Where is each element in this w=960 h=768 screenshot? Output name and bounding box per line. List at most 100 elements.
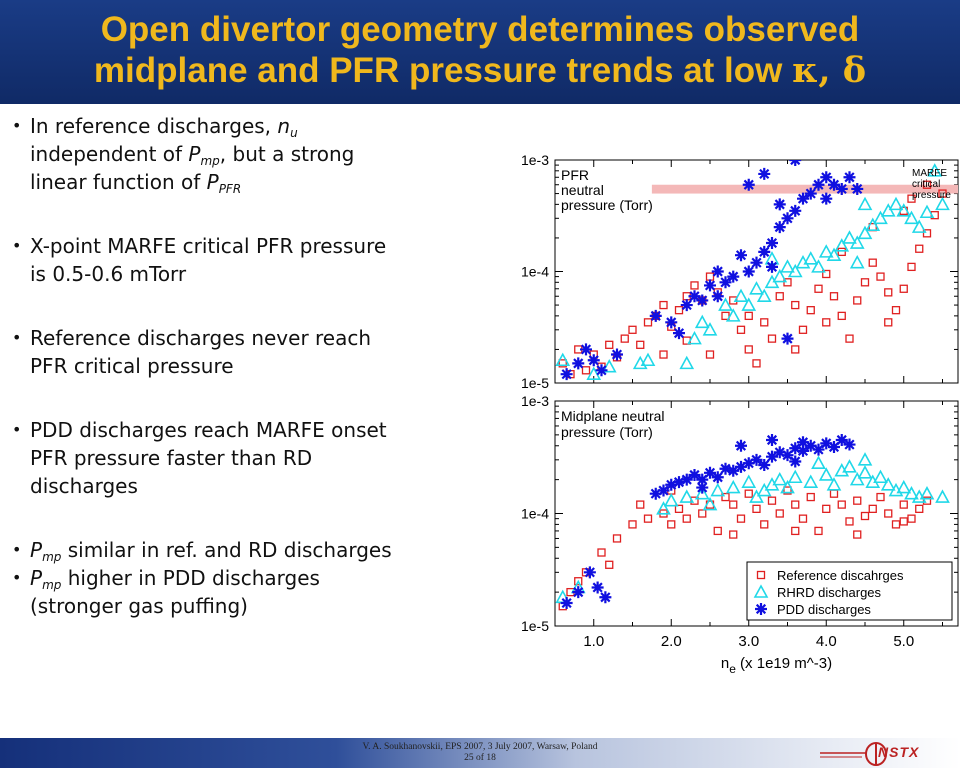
data-point-triangle-top [733,288,749,303]
data-point-triangle-top [857,225,873,240]
data-point-square-bottom [597,548,606,557]
data-point-triangle-bottom [772,471,788,486]
data-point-asterisk-top [580,343,592,356]
data-point-square-top [558,359,567,368]
bullet-item: X-point MARFE critical PFR pressure is 0… [12,232,497,288]
title-line-2: midplane and PFR pressure trends at low … [0,50,960,91]
data-point-square-top [907,262,916,272]
data-point-asterisk-top [773,221,786,234]
data-point-asterisk-bottom [560,597,573,610]
data-point-asterisk-top [789,204,802,217]
page-number: 25 of 18 [464,753,496,763]
data-point-square-bottom [674,504,684,513]
marfe-critical-band [651,184,958,194]
legend-label: PDD discharges [777,602,871,617]
data-point-asterisk-bottom [696,473,709,486]
data-point-square-top [581,366,591,375]
data-point-triangle-bottom [842,459,857,473]
data-point-square-top [643,318,653,327]
data-point-square-top [721,311,730,321]
data-point-square-bottom [860,511,870,521]
data-point-asterisk-bottom [599,591,612,604]
x-tick-label: 5.0 [893,633,914,650]
bullet-text: independent of [30,142,189,166]
data-point-asterisk-top [797,192,809,205]
data-point-square-bottom [829,489,839,498]
data-point-triangle-top [694,314,710,329]
data-point-asterisk-top [789,160,802,166]
data-point-triangle-top [826,247,842,262]
data-point-square-top [884,288,893,297]
data-point-triangle-top [896,203,912,217]
x-tick-label: 3.0 [738,633,759,650]
data-point-square-bottom [721,492,730,502]
data-point-square-top [620,334,629,343]
y-tick-label-bottom: 1e-5 [521,618,549,634]
data-point-triangle-bottom [702,496,718,511]
data-point-square-top [767,334,777,343]
y-tick-label-bottom: 1e-4 [521,506,549,522]
data-point-triangle-top [904,210,919,225]
marfe-annotation: pressure [912,190,951,201]
data-point-square-bottom [884,509,893,518]
data-point-asterisk-top [804,187,817,200]
slide-title: Open divertor geometry determines observ… [0,0,960,104]
data-point-asterisk-bottom [719,462,732,475]
bullet-variable: P [30,566,43,590]
data-point-square-bottom [798,514,808,523]
data-point-asterisk-bottom [843,438,856,451]
data-point-asterisk-top [673,327,685,340]
y-tick-label-top: 1e-3 [521,152,549,168]
data-point-asterisk-bottom [735,460,747,473]
data-point-square-bottom [643,514,653,523]
data-point-square-top [922,229,932,238]
panel-title-top: PFR [561,167,589,183]
bullet-text: X-point MARFE critical PFR pressure [30,234,387,258]
data-point-triangle-bottom [710,482,726,497]
data-point-square-bottom [783,486,792,495]
data-point-square-top [705,350,715,359]
legend-marker-square [756,570,766,580]
data-point-square-top [690,281,699,290]
bullet-text: higher in PDD discharges [61,566,320,590]
data-point-square-top [853,296,862,305]
data-point-triangle-bottom [857,465,873,479]
data-point-triangle-top [927,163,943,177]
data-point-triangle-bottom [694,486,710,500]
bullet-variable: n [277,114,291,138]
data-point-triangle-bottom [663,493,679,507]
bullet-text: (stronger gas puffing) [30,594,248,618]
data-point-asterisk-top [572,357,585,370]
data-point-square-top [860,278,870,287]
data-point-asterisk-top [611,348,623,361]
data-point-square-top [674,306,684,315]
data-point-square-bottom [729,530,738,539]
y-tick-label-top: 1e-4 [521,264,549,280]
legend-marker-triangle [753,584,769,598]
data-point-square-bottom [845,517,854,526]
data-point-asterisk-top [835,182,848,195]
data-point-triangle-top [888,196,904,211]
data-point-triangle-bottom [849,471,865,486]
data-point-asterisk-bottom [688,468,701,481]
logo-text: NSTX [878,744,920,760]
bullet-text: similar in ref. and RD discharges [61,538,392,562]
data-point-square-bottom [899,500,908,509]
data-point-triangle-top [772,268,788,283]
data-point-triangle-top [640,352,656,367]
data-point-square-top [636,340,645,349]
footer-bar [0,738,960,768]
bullet-item: PDD discharges reach MARFE onset PFR pre… [12,416,497,500]
data-point-square-bottom [612,534,622,543]
data-point-square-bottom [915,504,924,513]
bullet-text: PFR critical pressure [30,354,234,378]
data-point-asterisk-bottom [583,566,596,579]
data-point-triangle-bottom [935,489,950,503]
data-point-square-top [605,340,614,349]
data-point-triangle-bottom [880,477,896,491]
data-point-square-bottom [775,509,784,518]
bullet-subscript: u [290,126,298,140]
data-point-square-top [744,311,753,321]
data-point-triangle-top [935,196,950,211]
